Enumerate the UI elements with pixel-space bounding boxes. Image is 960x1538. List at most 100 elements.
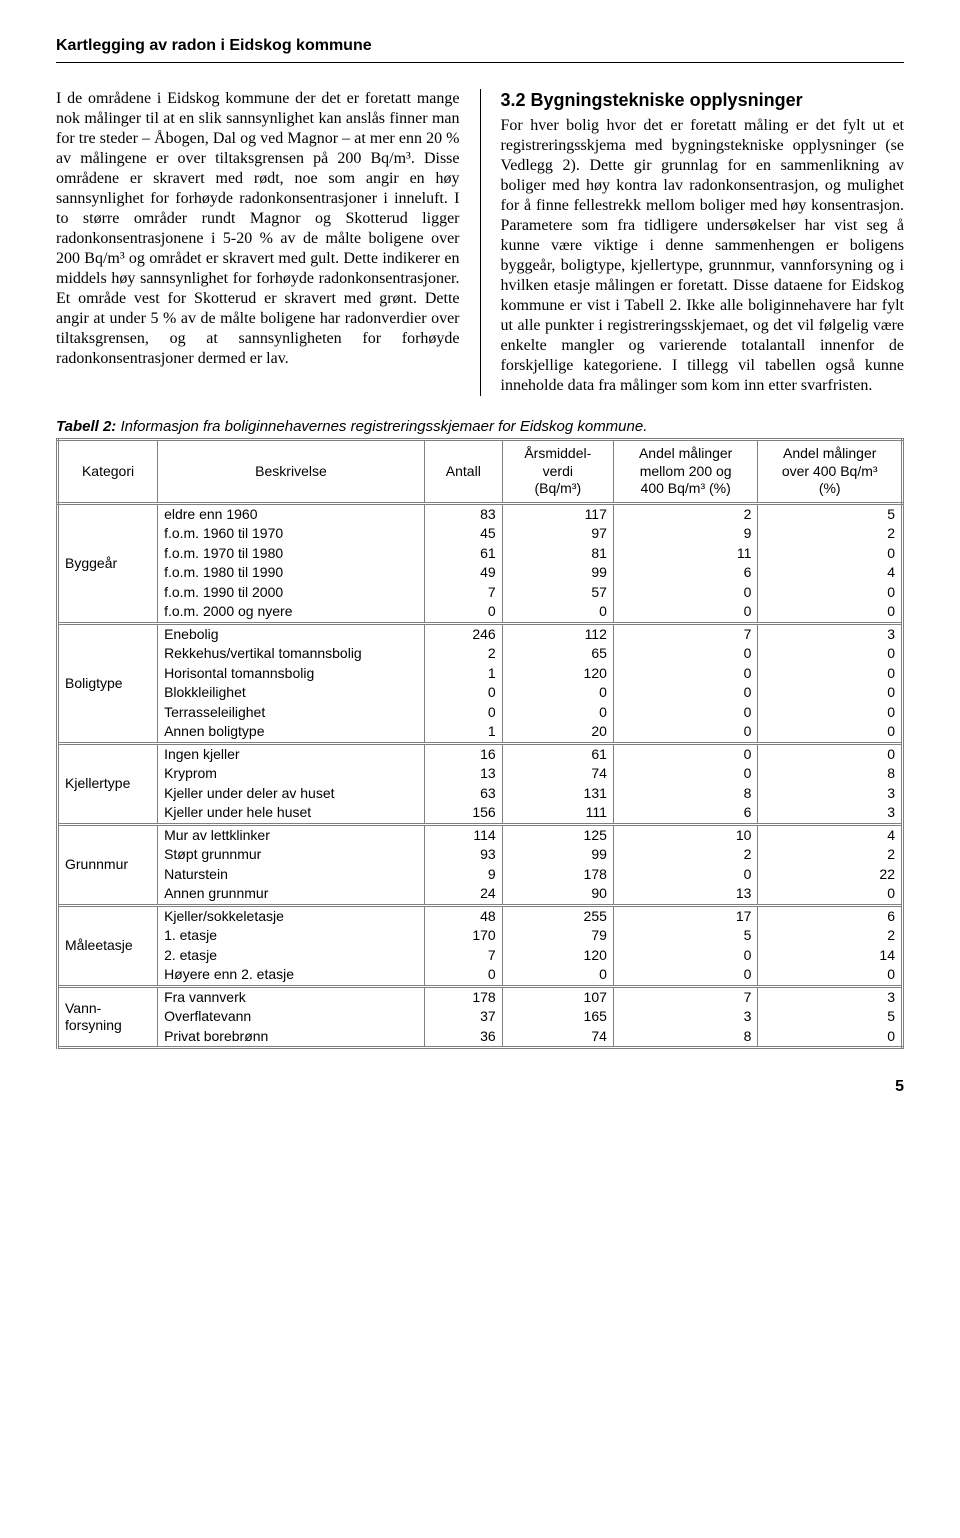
caption-text: Informasjon fra boliginnehavernes regist… <box>116 418 647 435</box>
desc-cell: Kjeller/sokkeletasje <box>158 905 425 926</box>
num-cell: 90 <box>502 884 613 905</box>
num-cell: 63 <box>424 784 502 804</box>
num-cell: 97 <box>502 524 613 544</box>
num-cell: 0 <box>613 965 758 986</box>
num-cell: 1 <box>424 722 502 743</box>
num-cell: 16 <box>424 743 502 764</box>
desc-cell: Fra vannverk <box>158 986 425 1007</box>
desc-cell: Naturstein <box>158 865 425 885</box>
num-cell: 2 <box>758 926 903 946</box>
num-cell: 99 <box>502 845 613 865</box>
desc-cell: 2. etasje <box>158 946 425 966</box>
desc-cell: f.o.m. 1970 til 1980 <box>158 544 425 564</box>
num-cell: 0 <box>758 583 903 603</box>
page-number: 5 <box>56 1077 904 1097</box>
desc-cell: Overflatevann <box>158 1007 425 1027</box>
section-title: 3.2 Bygningstekniske opplysninger <box>501 89 905 112</box>
num-cell: 61 <box>424 544 502 564</box>
table-row: Høyere enn 2. etasje0000 <box>58 965 903 986</box>
desc-cell: Terrasseleilighet <box>158 703 425 723</box>
num-cell: 0 <box>613 722 758 743</box>
table-row: KjellertypeIngen kjeller166100 <box>58 743 903 764</box>
num-cell: 3 <box>758 986 903 1007</box>
num-cell: 0 <box>758 544 903 564</box>
num-cell: 0 <box>613 946 758 966</box>
table-row: 2. etasje7120014 <box>58 946 903 966</box>
table-row: Horisontal tomannsbolig112000 <box>58 664 903 684</box>
page-header: Kartlegging av radon i Eidskog kommune <box>56 36 904 63</box>
num-cell: 112 <box>502 623 613 644</box>
num-cell: 11 <box>613 544 758 564</box>
table-row: MåleetasjeKjeller/sokkeletasje48255176 <box>58 905 903 926</box>
table-row: Terrasseleilighet0000 <box>58 703 903 723</box>
num-cell: 156 <box>424 803 502 824</box>
desc-cell: f.o.m. 1980 til 1990 <box>158 563 425 583</box>
num-cell: 6 <box>613 803 758 824</box>
num-cell: 36 <box>424 1027 502 1048</box>
num-cell: 131 <box>502 784 613 804</box>
num-cell: 10 <box>613 824 758 845</box>
num-cell: 255 <box>502 905 613 926</box>
num-cell: 178 <box>502 865 613 885</box>
table-row: Kryprom137408 <box>58 764 903 784</box>
col-beskrivelse: Beskrivelse <box>158 440 425 504</box>
left-paragraph: I de områdene i Eidskog kommune der det … <box>56 89 460 369</box>
num-cell: 20 <box>502 722 613 743</box>
num-cell: 8 <box>758 764 903 784</box>
table-row: f.o.m. 1970 til 19806181110 <box>58 544 903 564</box>
num-cell: 0 <box>613 703 758 723</box>
table-row: Blokkleilighet0000 <box>58 683 903 703</box>
num-cell: 5 <box>758 503 903 524</box>
num-cell: 117 <box>502 503 613 524</box>
num-cell: 107 <box>502 986 613 1007</box>
col-andel-200-400: Andel målinger mellom 200 og 400 Bq/m³ (… <box>613 440 758 504</box>
column-divider <box>480 89 481 396</box>
table-row: f.o.m. 2000 og nyere0000 <box>58 602 903 623</box>
num-cell: 0 <box>613 683 758 703</box>
num-cell: 3 <box>758 784 903 804</box>
num-cell: 0 <box>758 1027 903 1048</box>
num-cell: 9 <box>424 865 502 885</box>
num-cell: 83 <box>424 503 502 524</box>
num-cell: 3 <box>758 623 903 644</box>
category-cell: Byggeår <box>58 503 158 623</box>
num-cell: 0 <box>758 965 903 986</box>
num-cell: 0 <box>613 602 758 623</box>
num-cell: 49 <box>424 563 502 583</box>
num-cell: 120 <box>502 946 613 966</box>
num-cell: 37 <box>424 1007 502 1027</box>
desc-cell: f.o.m. 1960 til 1970 <box>158 524 425 544</box>
num-cell: 0 <box>758 722 903 743</box>
desc-cell: Kryprom <box>158 764 425 784</box>
table-row: Vann-forsyningFra vannverk17810773 <box>58 986 903 1007</box>
num-cell: 93 <box>424 845 502 865</box>
num-cell: 120 <box>502 664 613 684</box>
num-cell: 0 <box>424 602 502 623</box>
num-cell: 8 <box>613 784 758 804</box>
num-cell: 3 <box>613 1007 758 1027</box>
caption-label: Tabell 2: <box>56 418 116 435</box>
num-cell: 111 <box>502 803 613 824</box>
table-caption: Tabell 2: Informasjon fra boliginnehaver… <box>56 418 904 437</box>
num-cell: 57 <box>502 583 613 603</box>
table-row: 1. etasje1707952 <box>58 926 903 946</box>
desc-cell: Horisontal tomannsbolig <box>158 664 425 684</box>
desc-cell: Annen grunnmur <box>158 884 425 905</box>
num-cell: 0 <box>758 743 903 764</box>
desc-cell: Mur av lettklinker <box>158 824 425 845</box>
table-header: Kategori Beskrivelse Antall Årsmiddel- v… <box>58 440 903 504</box>
table-row: GrunnmurMur av lettklinker114125104 <box>58 824 903 845</box>
category-cell: Vann-forsyning <box>58 986 158 1048</box>
col-antall: Antall <box>424 440 502 504</box>
num-cell: 14 <box>758 946 903 966</box>
num-cell: 0 <box>502 965 613 986</box>
num-cell: 0 <box>502 683 613 703</box>
desc-cell: Privat borebrønn <box>158 1027 425 1048</box>
category-cell: Måleetasje <box>58 905 158 986</box>
desc-cell: Enebolig <box>158 623 425 644</box>
table-row: Kjeller under hele huset15611163 <box>58 803 903 824</box>
num-cell: 13 <box>424 764 502 784</box>
num-cell: 81 <box>502 544 613 564</box>
num-cell: 8 <box>613 1027 758 1048</box>
table-body: Byggeåreldre enn 19608311725f.o.m. 1960 … <box>58 503 903 1048</box>
